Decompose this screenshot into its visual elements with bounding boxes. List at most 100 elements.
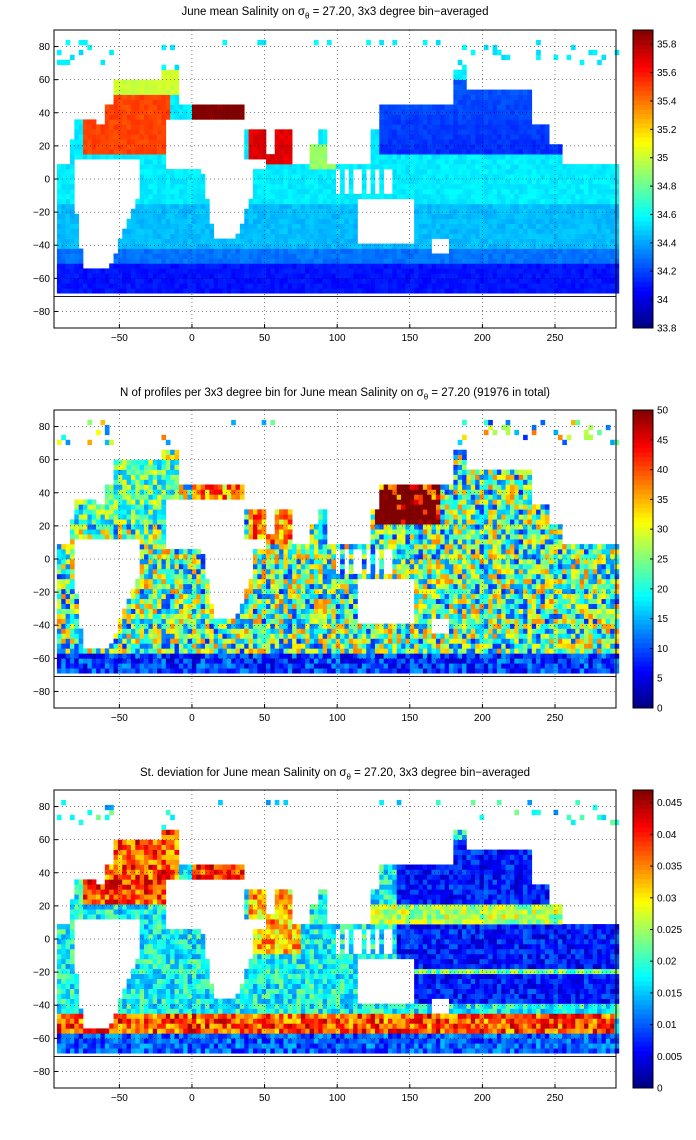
data-cell (388, 104, 393, 110)
data-cell (261, 213, 267, 220)
data-cell (435, 263, 441, 269)
data-cell (475, 238, 480, 244)
data-cell (414, 278, 419, 284)
data-cell (209, 263, 215, 269)
data-cell (69, 524, 75, 530)
data-cell (553, 164, 559, 170)
data-cell (274, 238, 280, 244)
data-cell (444, 258, 450, 264)
data-cell (183, 588, 188, 595)
data-cell (401, 179, 406, 185)
colorbar-step (633, 95, 653, 101)
data-cell (165, 89, 171, 95)
data-cell (457, 129, 463, 135)
data-cell (56, 583, 62, 590)
data-cell (431, 228, 437, 234)
data-cell (501, 99, 506, 105)
data-cell (174, 188, 180, 195)
data-cell (431, 273, 437, 279)
data-cell (396, 278, 402, 284)
data-cell (475, 99, 480, 105)
data-cell (113, 154, 119, 160)
data-cell (579, 59, 585, 66)
data-cell (470, 144, 476, 150)
data-cell (144, 233, 149, 239)
data-cell (148, 114, 154, 120)
data-cell (305, 164, 310, 170)
colorbar-step (633, 211, 653, 217)
data-cell (584, 213, 589, 220)
data-cell (540, 248, 546, 254)
data-cell (157, 139, 162, 145)
y-tick-label: 20 (39, 141, 51, 152)
data-cell (392, 134, 398, 140)
data-cell (370, 258, 376, 264)
data-cell (331, 278, 337, 284)
data-cell (492, 89, 498, 95)
data-cell (165, 643, 171, 649)
data-cell (575, 283, 580, 289)
data-cell (527, 144, 533, 150)
data-cell (196, 188, 201, 195)
data-cell (435, 104, 441, 110)
data-cell (148, 179, 154, 185)
data-cell (91, 519, 97, 525)
data-cell (518, 129, 524, 135)
data-cell (56, 193, 62, 200)
data-cell (592, 169, 598, 175)
data-cell (144, 474, 149, 480)
data-cell (205, 494, 210, 500)
data-cell (418, 124, 424, 130)
data-cell (196, 588, 201, 595)
data-cell (252, 203, 258, 210)
data-cell (257, 139, 262, 145)
data-cell (488, 169, 493, 175)
data-cell (187, 603, 193, 609)
data-cell (383, 109, 389, 115)
data-cell (492, 159, 498, 165)
data-cell (453, 129, 459, 135)
data-cell (379, 139, 384, 145)
data-cell (130, 534, 136, 540)
data-cell (157, 169, 162, 175)
data-cell (270, 159, 276, 165)
data-cell (148, 534, 154, 540)
data-cell (279, 169, 284, 175)
data-cell (588, 288, 594, 294)
data-cell (248, 149, 254, 155)
data-cell (130, 104, 136, 110)
data-cell (161, 228, 167, 234)
data-cell (466, 238, 472, 244)
data-cell (139, 253, 145, 259)
data-cell (139, 559, 145, 565)
data-cell (374, 268, 380, 274)
data-cell (157, 653, 162, 659)
data-cell (557, 243, 563, 249)
data-cell (161, 154, 167, 160)
colorbar-step (633, 90, 653, 96)
data-cell (130, 509, 136, 515)
data-cell (322, 188, 328, 195)
data-cell (113, 109, 119, 115)
data-cell (261, 218, 267, 224)
data-cell (170, 598, 175, 604)
data-cell (69, 559, 75, 565)
data-cell (83, 534, 88, 540)
data-cell (479, 203, 485, 210)
data-cell (435, 164, 441, 170)
data-cell (78, 39, 84, 46)
data-cell (536, 288, 541, 294)
data-cell (570, 223, 576, 229)
data-cell (187, 233, 193, 239)
data-cell (435, 169, 441, 175)
data-cell (148, 509, 154, 515)
data-cell (322, 198, 328, 205)
data-cell (226, 114, 232, 120)
data-cell (157, 494, 162, 500)
data-cell (527, 288, 533, 294)
data-cell (135, 469, 140, 475)
data-cell (370, 129, 376, 135)
data-cell (287, 183, 293, 190)
data-cell (270, 283, 276, 289)
data-cell (566, 179, 572, 185)
